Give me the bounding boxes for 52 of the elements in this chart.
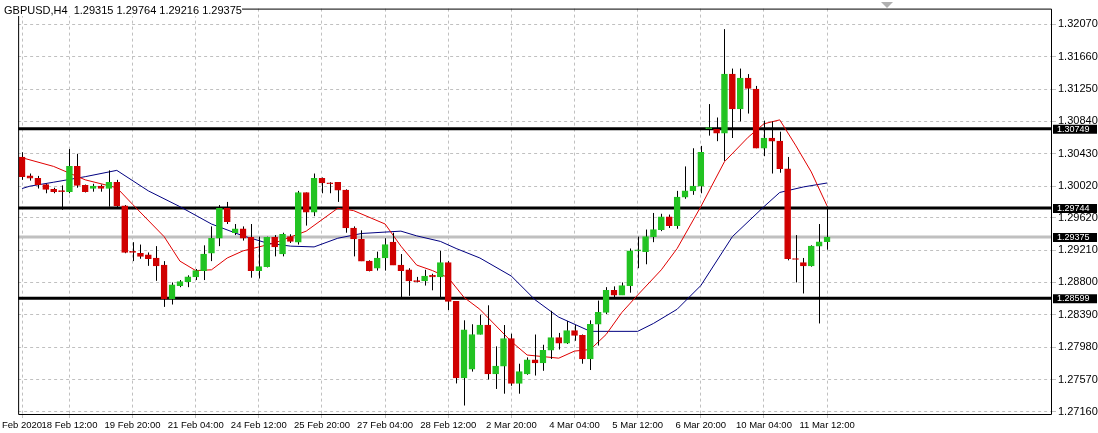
ref-line-label: 1.28599 [1057,293,1090,304]
y-tick-label: 1.27160 [1058,404,1098,417]
chart-title: GBPUSD,H4 1.29315 1.29764 1.29216 1.29375 [4,4,242,16]
candlestick [642,229,649,265]
candlestick [200,244,207,281]
candlestick [515,363,523,395]
x-tick-label: 19 Feb 20:00 [104,419,161,431]
y-tick-label: 1.27980 [1058,340,1098,353]
x-tick-label: 11 Mar 12:00 [799,419,855,431]
x-tick-label: 5 Mar 12:00 [612,419,664,431]
x-tick-label: Feb 2020 [2,419,43,431]
candlestick [152,245,160,282]
y-tick-label: 1.27570 [1058,372,1098,385]
y-tick-label: 1.28800 [1058,275,1098,288]
candlestick [66,148,73,194]
y-tick-label: 1.28390 [1058,307,1098,320]
x-tick-label: 24 Feb 12:00 [230,419,287,431]
x-tick-label: 6 Mar 20:00 [675,419,727,431]
candlestick [373,251,381,272]
x-tick-label: 21 Feb 04:00 [167,419,224,431]
candlestick [208,225,215,262]
x-tick-label: 28 Feb 12:00 [420,419,477,431]
candlestick [358,229,365,262]
ref-line-label: 1.29375 [1057,232,1090,243]
ref-line-label: 1.29744 [1057,202,1090,213]
candlestick [531,334,539,377]
y-tick-label: 1.30020 [1058,179,1098,192]
candlestick [807,244,815,268]
y-tick-label: 1.29210 [1058,243,1098,256]
y-tick-label: 1.29620 [1058,210,1098,223]
x-tick-label: 2 Mar 20:00 [486,419,537,431]
candlestick [800,257,807,294]
candlestick [634,236,641,269]
candlestick [650,212,657,243]
candlestick [255,236,263,279]
candlestick [492,345,499,390]
y-tick-label: 1.31250 [1058,82,1098,95]
candlestick [271,234,278,257]
y-tick-label: 1.32070 [1058,17,1098,30]
candlestick [74,153,81,189]
candlestick [547,310,555,360]
candlestick [579,334,586,365]
candlestick [350,225,357,257]
candlestick [334,181,342,203]
x-tick-label: 4 Mar 04:00 [549,419,600,431]
y-tick-label: 1.30430 [1058,146,1098,159]
x-tick-label: 18 Feb 12:00 [41,419,98,431]
y-tick-label: 1.31660 [1058,49,1098,62]
x-tick-label: 25 Feb 20:00 [293,419,350,431]
candlestick [279,232,286,257]
x-tick-label: 27 Feb 04:00 [357,419,414,431]
x-tick-label: 10 Mar 04:00 [735,419,792,431]
